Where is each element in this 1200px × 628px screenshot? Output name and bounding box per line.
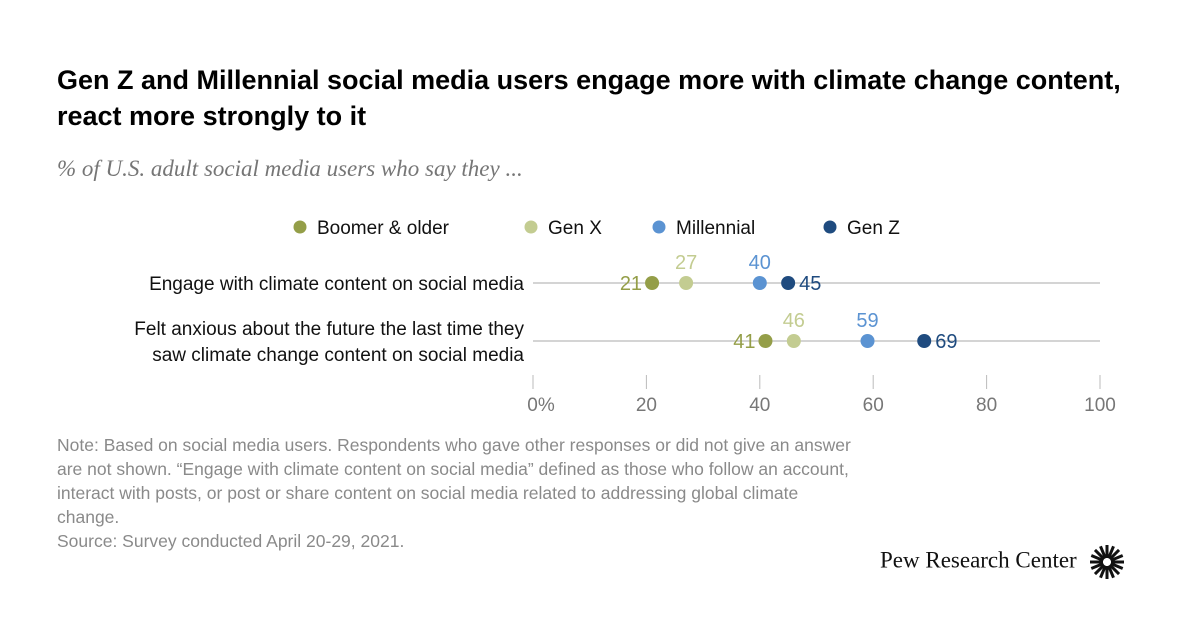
data-label: 27 [675, 252, 697, 274]
legend-marker [293, 220, 307, 234]
data-point [645, 276, 660, 290]
data-point [781, 276, 796, 290]
chart-title: Gen Z and Millennial social media users … [57, 65, 1121, 131]
x-tick-label: 0% [527, 395, 555, 416]
data-point [917, 334, 932, 348]
data-label: 69 [935, 331, 957, 353]
legend-label: Millennial [676, 218, 755, 239]
legend-label: Gen X [548, 218, 602, 239]
data-point [786, 334, 801, 348]
x-tick-label: 100 [1084, 395, 1116, 416]
data-label: 46 [783, 310, 805, 332]
logo-text: Pew Research Center [880, 547, 1077, 573]
category-label: Felt anxious about the future the last t… [134, 319, 524, 340]
x-tick-label: 80 [976, 395, 997, 416]
source-text: Source: Survey conducted April 20-29, 20… [57, 531, 405, 551]
data-label: 41 [733, 331, 755, 353]
legend-marker [652, 220, 666, 234]
chart-subtitle: % of U.S. adult social media users who s… [57, 156, 523, 181]
legend-marker [823, 220, 837, 234]
data-label: 21 [620, 273, 642, 295]
legend-marker [524, 220, 538, 234]
data-label: 45 [799, 273, 821, 295]
note: Note: Based on social media users. Respo… [57, 433, 857, 553]
data-point [860, 334, 875, 348]
data-point [752, 276, 767, 290]
category-label: saw climate change content on social med… [152, 345, 524, 366]
data-label: 59 [856, 310, 878, 332]
data-point [758, 334, 773, 348]
legend-label: Boomer & older [317, 218, 450, 239]
x-tick-label: 40 [749, 395, 770, 416]
pew-sunburst-icon [1090, 545, 1125, 579]
x-tick-label: 60 [863, 395, 884, 416]
data-label: 40 [749, 252, 771, 274]
data-point [679, 276, 694, 290]
pew-logo: Pew Research Center [880, 543, 1126, 581]
category-label: Engage with climate content on social me… [149, 274, 524, 295]
x-tick-label: 20 [636, 395, 657, 416]
legend-label: Gen Z [847, 218, 900, 239]
note-text: Note: Based on social media users. Respo… [57, 435, 851, 527]
